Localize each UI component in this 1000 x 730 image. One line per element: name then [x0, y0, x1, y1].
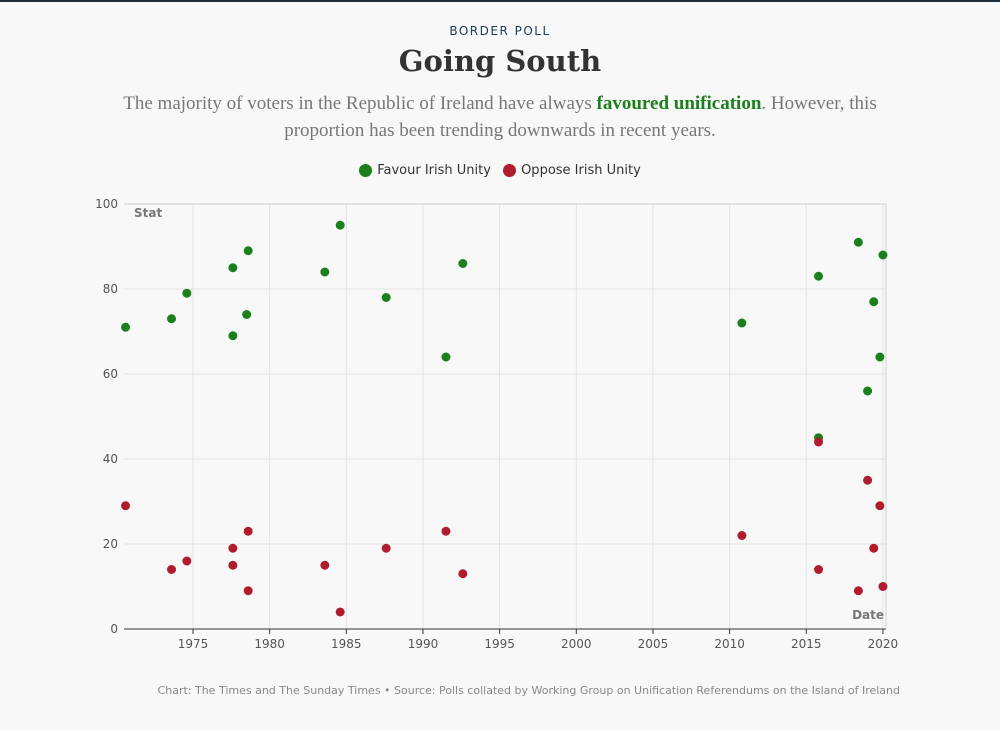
favour-point — [869, 297, 879, 307]
y-axis-title: Stat — [134, 206, 162, 220]
y-tick-label: 20 — [103, 537, 118, 551]
source-note: Chart: The Times and The Sunday Times • … — [157, 684, 900, 697]
y-tick-label: 60 — [103, 367, 118, 381]
subtitle-highlight: favoured unification — [596, 93, 762, 114]
oppose-point — [167, 565, 177, 574]
legend-item-favour[interactable]: Favour Irish Unity — [359, 163, 491, 178]
oppose-point — [243, 526, 253, 536]
favour-point — [814, 271, 824, 281]
y-tick-label: 100 — [95, 197, 118, 211]
x-tick-label: 1985 — [331, 637, 362, 651]
oppose-point — [875, 501, 885, 511]
favour-point — [242, 310, 252, 319]
oppose-point — [320, 560, 330, 570]
favour-point — [458, 259, 468, 268]
x-tick-label: 1980 — [254, 637, 285, 651]
x-tick-label: 2000 — [561, 637, 592, 651]
chart-subtitle: The majority of voters in the Republic o… — [90, 90, 910, 144]
oppose-point — [814, 437, 824, 447]
x-tick-label: 2020 — [868, 637, 899, 651]
oppose-point — [441, 526, 451, 536]
oppose-point — [869, 543, 879, 553]
oppose-point — [853, 586, 863, 596]
kicker: BORDER POLL — [449, 24, 551, 38]
favour-point — [228, 263, 238, 273]
favour-point — [737, 318, 747, 328]
x-tick-label: 2010 — [714, 637, 745, 651]
oppose-point — [863, 475, 873, 485]
x-tick-label: 1990 — [408, 637, 439, 651]
y-tick-label: 80 — [103, 282, 118, 296]
oppose-point — [878, 582, 888, 591]
favour-point — [335, 220, 345, 230]
x-tick-label: 1995 — [484, 637, 515, 651]
subtitle-text-start: The majority of voters in the Republic o… — [123, 93, 597, 114]
y-tick-label: 0 — [110, 622, 118, 636]
legend-label-oppose: Oppose Irish Unity — [521, 163, 641, 178]
oppose-point — [228, 543, 238, 553]
legend-label-favour: Favour Irish Unity — [377, 163, 491, 178]
favour-point — [381, 293, 391, 302]
y-tick-label: 40 — [103, 452, 118, 466]
x-tick-label: 1975 — [178, 637, 209, 651]
favour-point — [167, 314, 177, 324]
oppose-point — [381, 543, 391, 553]
favour-point — [121, 322, 131, 332]
favour-point — [320, 267, 330, 277]
oppose-point — [243, 586, 253, 596]
legend-item-oppose[interactable]: Oppose Irish Unity — [503, 163, 641, 178]
x-tick-label: 2005 — [638, 637, 669, 651]
legend: Favour Irish Unity Oppose Irish Unity — [0, 163, 1000, 181]
oppose-point — [737, 531, 747, 540]
favour-point — [441, 352, 451, 362]
oppose-point — [458, 569, 468, 579]
oppose-point — [121, 501, 131, 511]
favour-point — [878, 250, 888, 260]
oppose-point — [814, 565, 824, 574]
favour-point — [182, 288, 192, 298]
favour-point — [875, 352, 885, 362]
legend-swatch-oppose — [503, 164, 517, 177]
subtitle-text-end: . However, this proportion has been tren… — [284, 93, 877, 141]
chart-title: Going South — [398, 44, 602, 78]
x-axis-title: Date — [852, 608, 884, 622]
x-tick-label: 2015 — [791, 637, 822, 651]
favour-point — [228, 331, 238, 341]
legend-swatch-favour — [359, 164, 373, 177]
favour-point — [243, 246, 253, 256]
oppose-point — [228, 560, 238, 570]
top-rule — [0, 0, 1000, 2]
oppose-point — [182, 556, 192, 566]
oppose-point — [335, 607, 345, 617]
favour-point — [853, 237, 863, 247]
favour-point — [863, 386, 873, 396]
